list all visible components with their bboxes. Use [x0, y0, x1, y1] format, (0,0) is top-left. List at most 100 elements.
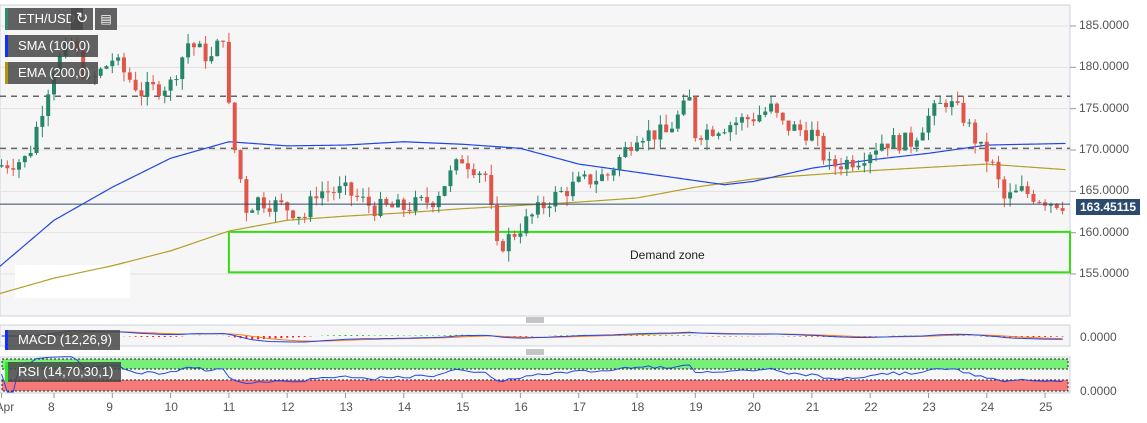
candle-body — [489, 174, 494, 205]
candle-body — [541, 202, 546, 209]
candle-body — [133, 79, 138, 91]
candle-body — [495, 204, 500, 242]
candle-body — [162, 90, 167, 96]
candle-body — [850, 159, 855, 168]
x-tick-label: 11 — [222, 400, 236, 414]
candle-body — [978, 141, 983, 144]
candle-body — [291, 210, 296, 219]
candle-body — [401, 199, 406, 210]
candle-body — [693, 97, 698, 139]
candle-body — [862, 163, 867, 166]
candle-body — [518, 233, 523, 237]
candle-body — [547, 206, 552, 209]
candle-body — [664, 124, 669, 133]
x-tick-label: 8 — [48, 400, 55, 414]
macd-axis-tick: 0.0000 — [1080, 330, 1117, 344]
candle-body — [191, 43, 196, 48]
candle-body — [687, 97, 692, 101]
candle-body — [203, 43, 208, 62]
refresh-icon[interactable]: ↻ — [71, 8, 93, 30]
candle-body — [1013, 190, 1018, 193]
candle-body — [174, 79, 179, 81]
x-tick-label: 21 — [805, 400, 820, 414]
x-tick-label: 14 — [397, 400, 412, 414]
candle-body — [483, 173, 488, 175]
candle-body — [127, 72, 132, 80]
candle-body — [856, 165, 861, 168]
candle-body — [961, 102, 966, 123]
candle-body — [343, 182, 348, 187]
candle-body — [722, 132, 727, 134]
candle-body — [390, 204, 395, 208]
candle-body — [897, 135, 902, 151]
y-tick-label: 185.0000 — [1079, 18, 1130, 32]
calendar-icon[interactable]: ▤ — [95, 8, 117, 30]
rsi-line — [1, 356, 1063, 393]
demand-zone-label: Demand zone — [630, 248, 705, 262]
candle-body — [1019, 186, 1024, 191]
candle-body — [943, 102, 948, 108]
candle-body — [337, 186, 342, 193]
candle-body — [471, 169, 476, 176]
candle-body — [326, 191, 331, 193]
demand-zone-box — [227, 230, 1071, 274]
candle-body — [798, 124, 803, 131]
ema-label[interactable]: EMA (200,0) — [5, 62, 99, 84]
candle-body — [815, 129, 820, 137]
x-tick-label: 9 — [106, 400, 113, 414]
candle-body — [565, 190, 570, 197]
y-tick-label: 175.0000 — [1079, 100, 1130, 115]
candle-body — [425, 196, 430, 203]
candle-body — [675, 114, 680, 129]
symbol-label[interactable]: ETH/USD — [5, 8, 84, 30]
candle-body — [279, 200, 284, 203]
candle-body — [121, 57, 126, 73]
candle-body — [623, 147, 628, 158]
candle-body — [833, 159, 838, 167]
candle-body — [640, 140, 645, 143]
candle-body — [156, 84, 161, 96]
candle-body — [996, 161, 1001, 180]
candle-body — [308, 196, 313, 218]
candle-body — [395, 199, 400, 208]
candle-body — [360, 196, 365, 198]
candle-body — [821, 136, 826, 161]
candle-body — [658, 124, 663, 140]
candle-body — [238, 150, 243, 180]
rsi-label[interactable]: RSI (14,70,30,1) — [5, 362, 122, 382]
candle-body — [180, 57, 185, 80]
candle-body — [1054, 203, 1059, 209]
main-pane — [0, 4, 1071, 317]
candle-body — [914, 140, 919, 147]
candle-body — [5, 165, 10, 169]
candle-body — [576, 176, 581, 182]
y-tick-label: 170.0000 — [1079, 142, 1130, 156]
candle-body — [646, 130, 651, 141]
candle-body — [868, 154, 873, 164]
macd-label[interactable]: MACD (12,26,9) — [5, 330, 120, 350]
sma-line — [0, 141, 1066, 268]
candle-body — [419, 196, 424, 198]
candle-body — [920, 132, 925, 141]
candle-body — [285, 202, 290, 211]
candle-body — [302, 216, 307, 218]
y-tick-label: 155.0000 — [1079, 266, 1130, 280]
candle-body — [46, 94, 51, 116]
y-tick-label: 180.0000 — [1079, 59, 1130, 74]
candle-body — [804, 130, 809, 141]
candle-body — [827, 159, 832, 161]
candle-body — [874, 150, 879, 155]
candle-body — [442, 186, 447, 196]
y-tick-label: 160.0000 — [1079, 224, 1130, 239]
candle-body — [1048, 203, 1053, 206]
candle-body — [477, 173, 482, 176]
candle-body — [635, 142, 639, 151]
candle-body — [938, 102, 943, 104]
sma-label[interactable]: SMA (100,0) — [5, 35, 99, 57]
candle-body — [809, 129, 814, 141]
candle-body — [792, 124, 797, 131]
candle-body — [250, 210, 255, 213]
candle-body — [728, 125, 733, 133]
candle-body — [786, 120, 791, 131]
